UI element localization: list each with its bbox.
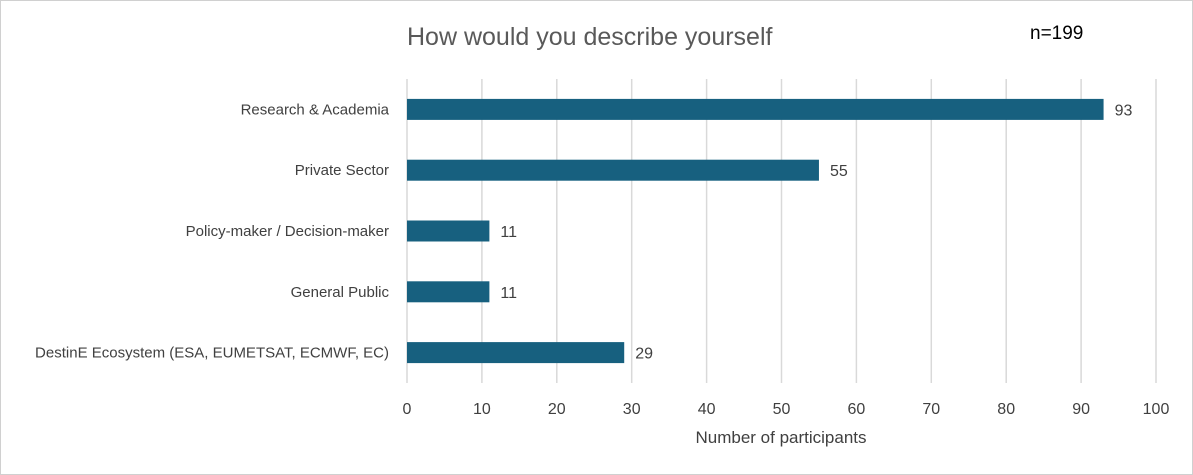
category-label-2: Policy-maker / Decision-maker [186,223,389,240]
x-tick-label-100: 100 [1143,401,1170,418]
x-tick-label-0: 0 [403,401,412,418]
bar-3 [407,281,490,303]
data-label-3: 11 [500,285,517,302]
bars [407,98,1104,364]
x-tick-label-60: 60 [848,401,866,418]
x-tick-label-90: 90 [1072,401,1090,418]
x-tick-label-40: 40 [698,401,716,418]
category-label-0: Research & Academia [241,101,390,118]
data-label-2: 11 [500,224,517,241]
category-label-3: General Public [291,284,390,301]
category-label-4: DestinE Ecosystem (ESA, EUMETSAT, ECMWF,… [35,345,389,362]
x-tick-label-10: 10 [473,401,491,418]
bar-1 [407,159,819,181]
sample-size-note: n=199 [1030,23,1083,44]
gridlines [406,79,1157,383]
x-axis-title: Number of participants [695,428,866,447]
x-tick-label-30: 30 [623,401,641,418]
labels: 0 10 20 30 40 50 60 70 80 90 100 Research & Academi… [35,101,1169,418]
x-tick-label-80: 80 [997,401,1015,418]
bar-2 [407,220,490,242]
data-label-4: 29 [635,346,653,363]
bar-0 [407,98,1104,120]
bar-4 [407,342,625,364]
data-label-0: 93 [1115,102,1133,119]
chart-title: How would you describe yourself [407,23,773,51]
category-label-1: Private Sector [295,162,389,179]
x-tick-label-70: 70 [922,401,940,418]
x-tick-label-20: 20 [548,401,566,418]
x-tick-label-50: 50 [773,401,791,418]
data-label-1: 55 [830,163,848,180]
